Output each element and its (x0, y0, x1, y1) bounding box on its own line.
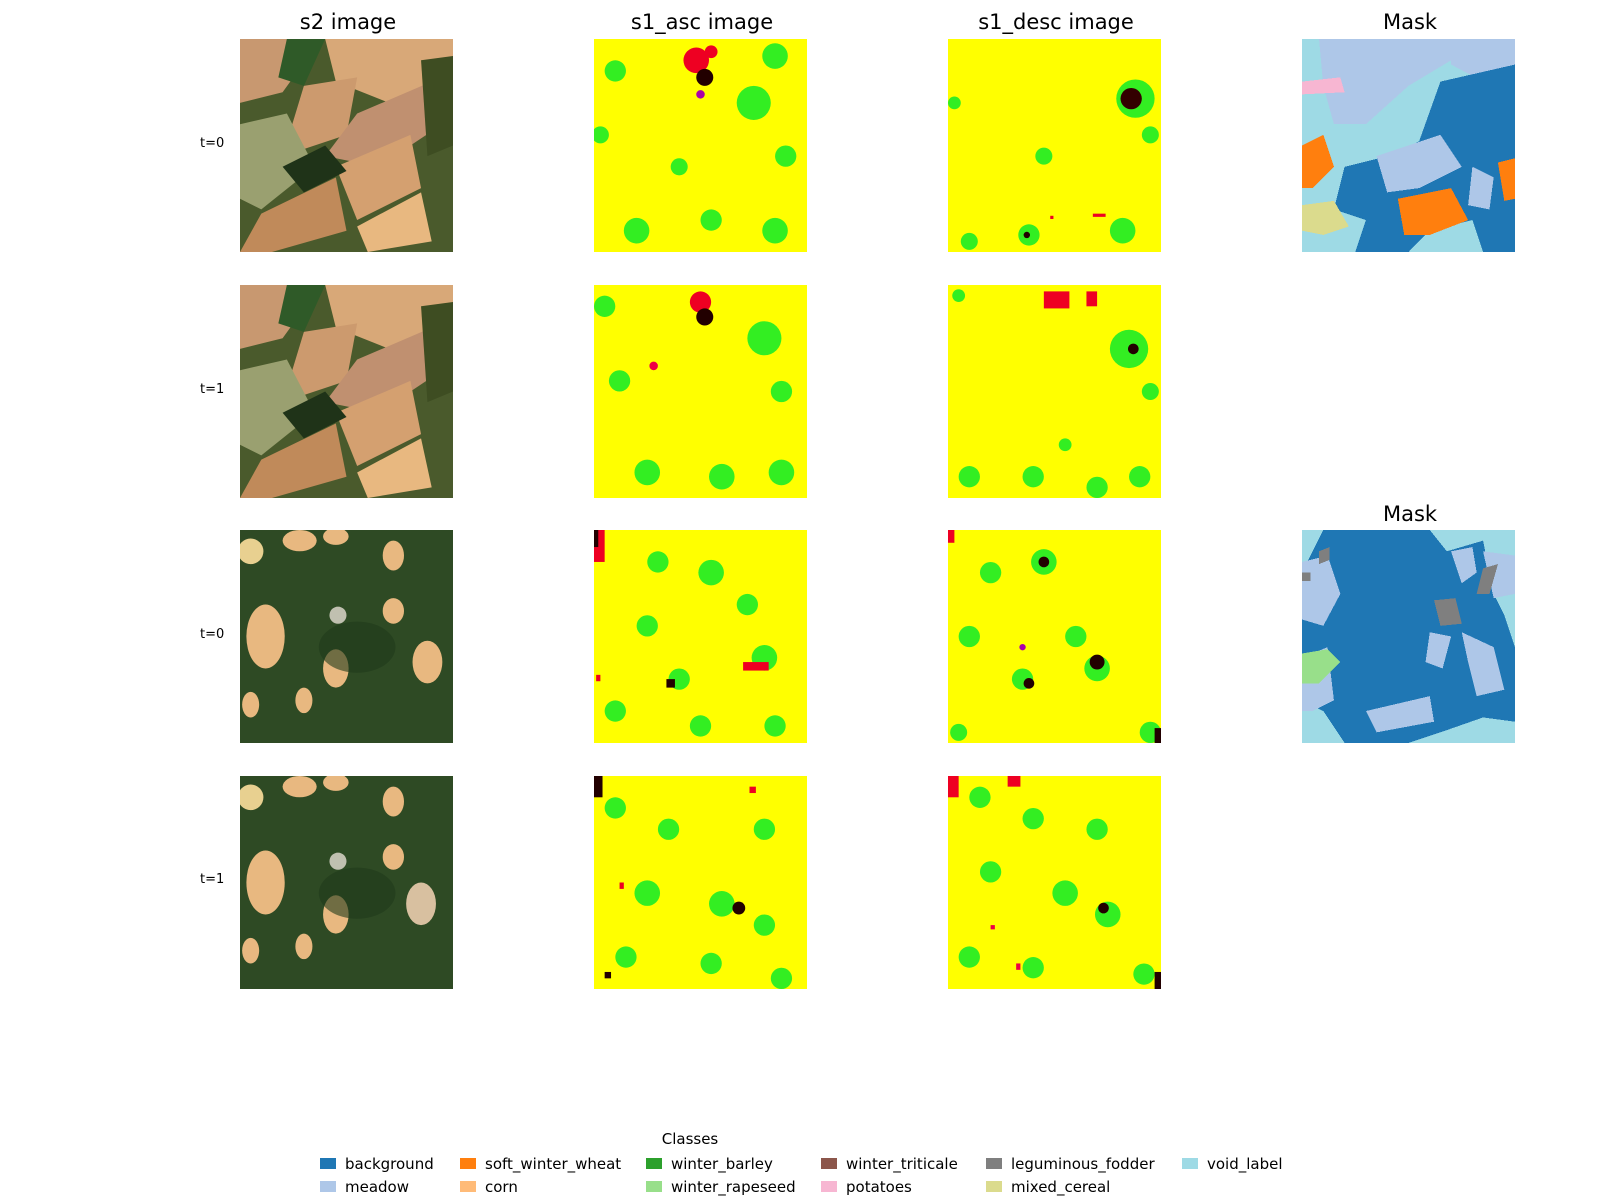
mask-tile (1302, 39, 1515, 252)
legend-swatch (986, 1158, 1002, 1169)
legend-item-void-label: void_label (1182, 1152, 1302, 1175)
legend-entries: background meadow soft_winter_wheat corn… (320, 1152, 1302, 1198)
column-title-mask-second: Mask (1382, 502, 1438, 526)
legend-item-winter-barley: winter_barley (646, 1152, 821, 1175)
legend-label: background (345, 1154, 434, 1173)
column-title-s1-desc: s1_desc image (978, 10, 1134, 34)
s1-asc-image-tile (594, 285, 807, 498)
legend-swatch (460, 1181, 476, 1192)
legend-label: mixed_cereal (1011, 1177, 1111, 1196)
s2-image-tile (240, 776, 453, 989)
column-title-mask: Mask (1382, 10, 1438, 34)
s1-desc-image-tile (948, 776, 1161, 989)
s2-image-tile (240, 285, 453, 498)
mask-tile (1302, 530, 1515, 743)
legend-label: winter_barley (671, 1154, 773, 1173)
row-label-3: t=0 (200, 627, 225, 642)
legend-swatch (320, 1181, 336, 1192)
s1-asc-image-tile (594, 530, 807, 743)
legend-label: potatoes (846, 1177, 912, 1196)
legend-label: winter_rapeseed (671, 1177, 796, 1196)
row-label-2: t=1 (200, 382, 225, 397)
legend-label: void_label (1207, 1154, 1283, 1173)
s1-desc-image-tile (948, 285, 1161, 498)
s2-image-tile (240, 530, 453, 743)
legend-swatch (460, 1158, 476, 1169)
legend: Classes background meadow soft_winter_wh… (320, 1130, 1300, 1198)
legend-item-corn: corn (460, 1175, 646, 1198)
s1-asc-image-tile (594, 39, 807, 252)
legend-swatch (821, 1158, 837, 1169)
column-title-s2: s2 image (299, 10, 397, 34)
row-label-1: t=0 (200, 136, 225, 151)
legend-label: meadow (345, 1177, 409, 1196)
legend-item-potatoes: potatoes (821, 1175, 986, 1198)
s1-asc-image-tile (594, 776, 807, 989)
legend-swatch (986, 1181, 1002, 1192)
s1-desc-image-tile (948, 530, 1161, 743)
legend-label: winter_triticale (846, 1154, 958, 1173)
legend-swatch (646, 1181, 662, 1192)
legend-item-meadow: meadow (320, 1175, 460, 1198)
legend-swatch (320, 1158, 336, 1169)
legend-label: soft_winter_wheat (485, 1154, 622, 1173)
row-label-4: t=1 (200, 872, 225, 887)
legend-item-soft-winter-wheat: soft_winter_wheat (460, 1152, 646, 1175)
column-title-s1-asc: s1_asc image (630, 10, 774, 34)
legend-item-leguminous-fodder: leguminous_fodder (986, 1152, 1182, 1175)
legend-swatch (1182, 1158, 1198, 1169)
legend-item-winter-rapeseed: winter_rapeseed (646, 1175, 821, 1198)
legend-swatch (821, 1181, 837, 1192)
legend-label: leguminous_fodder (1011, 1154, 1155, 1173)
legend-title: Classes (661, 1130, 719, 1148)
legend-label: corn (485, 1177, 518, 1196)
legend-item-winter-triticale: winter_triticale (821, 1152, 986, 1175)
legend-item-mixed-cereal: mixed_cereal (986, 1175, 1182, 1198)
legend-item-background: background (320, 1152, 460, 1175)
s2-image-tile (240, 39, 453, 252)
legend-swatch (646, 1158, 662, 1169)
s1-desc-image-tile (948, 39, 1161, 252)
